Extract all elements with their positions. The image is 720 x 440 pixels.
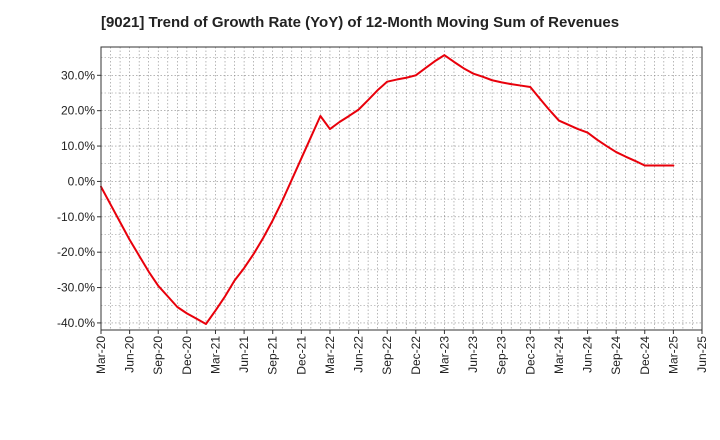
series-lines [100, 54, 675, 325]
x-tick-label: Mar-23 [437, 336, 451, 374]
y-tick-label: -30.0% [57, 281, 95, 295]
x-tick-label: Dec-20 [180, 336, 194, 375]
y-tick-label: -20.0% [57, 245, 95, 259]
x-tick-label: Jun-21 [237, 336, 251, 373]
grid [101, 47, 702, 330]
x-tick-label: Mar-21 [208, 336, 222, 374]
y-axis-ticks: -40.0% -30.0% -20.0% -10.0% 0.0% 10.0% 20.0% 30… [57, 68, 101, 330]
x-tick-label: Sep-23 [495, 336, 509, 375]
x-tick-label: Sep-20 [151, 336, 165, 375]
x-tick-label: Sep-21 [266, 336, 280, 375]
x-tick-label: Dec-21 [294, 336, 308, 375]
x-tick-label: Dec-22 [409, 336, 423, 375]
x-axis-ticks: Mar-20 Jun-20 Sep-20 Dec-20 Mar-21 Jun-21 Sep-… [94, 330, 709, 375]
x-tick-label: Jun-25 [695, 336, 709, 373]
x-tick-label: Jun-20 [123, 336, 137, 373]
y-tick-label: 10.0% [61, 139, 95, 153]
y-tick-label: 30.0% [61, 68, 95, 82]
plot-area [101, 47, 702, 330]
x-tick-label: Mar-25 [666, 336, 680, 374]
x-tick-label: Dec-24 [638, 336, 652, 375]
x-tick-label: Sep-22 [380, 336, 394, 375]
chart-title: [9021] Trend of Growth Rate (YoY) of 12-… [100, 14, 620, 31]
x-tick-label: Jun-22 [352, 336, 366, 373]
series-line [100, 54, 675, 325]
x-tick-label: Mar-24 [552, 336, 566, 374]
plot-border [100, 46, 703, 331]
y-tick-label: 20.0% [61, 104, 95, 118]
x-tick-label: Mar-22 [323, 336, 337, 374]
x-tick-label: Jun-24 [581, 336, 595, 373]
x-tick-label: Jun-23 [466, 336, 480, 373]
y-tick-label: -10.0% [57, 210, 95, 224]
x-tick-label: Dec-23 [523, 336, 537, 375]
x-tick-label: Sep-24 [609, 336, 623, 375]
x-tick-label: Mar-20 [94, 336, 108, 374]
y-tick-label: 0.0% [68, 174, 96, 188]
y-tick-label: -40.0% [57, 316, 95, 330]
